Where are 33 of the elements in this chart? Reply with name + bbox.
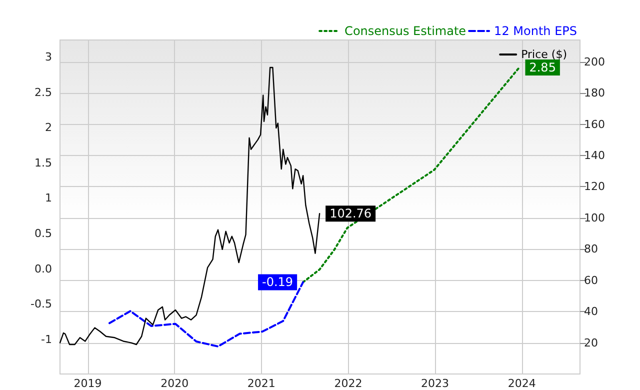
legend-label: 12 Month EPS <box>494 24 578 38</box>
y-tick-label: 3 <box>45 50 52 64</box>
x-tick-label: 2022 <box>334 377 362 390</box>
y-tick-label: -1 <box>41 332 52 346</box>
y2-tick-label: 100 <box>584 211 605 224</box>
y-tick-label: 1.5 <box>34 156 52 170</box>
legend-label: Consensus Estimate <box>344 24 466 38</box>
y2-tick-label: 20 <box>584 336 598 350</box>
data-label: 2.85 <box>529 60 556 75</box>
x-tick-label: 2020 <box>160 377 189 390</box>
x-tick-label: 2024 <box>508 377 536 390</box>
y-tick-label: 0.5 <box>34 226 52 240</box>
data-label: 102.76 <box>330 206 372 221</box>
line-series <box>302 66 520 284</box>
y2-tick-label: 180 <box>584 86 605 100</box>
y2-tick-label: 160 <box>584 118 605 131</box>
x-tick-label: 2023 <box>421 377 450 390</box>
y2-tick-label: 200 <box>584 55 605 68</box>
line-series <box>59 66 320 346</box>
y-tick-label: 0.0 <box>34 262 52 276</box>
legend-label: Price ($) <box>521 48 568 61</box>
data-label: -0.19 <box>262 275 294 290</box>
y-tick-label: 2.5 <box>34 86 52 99</box>
x-tick-label: 2019 <box>74 377 102 390</box>
y2-tick-label: 80 <box>584 242 598 256</box>
y2-tick-label: 40 <box>584 305 598 318</box>
y-tick-label: -0.5 <box>30 298 52 311</box>
x-tick-label: 2021 <box>247 377 276 390</box>
y2-tick-label: 120 <box>584 180 605 194</box>
y2-tick-label: 60 <box>584 274 598 287</box>
y-tick-label: 2 <box>45 121 52 134</box>
y-tick-label: 1 <box>45 192 52 205</box>
y2-tick-label: 140 <box>584 148 605 162</box>
